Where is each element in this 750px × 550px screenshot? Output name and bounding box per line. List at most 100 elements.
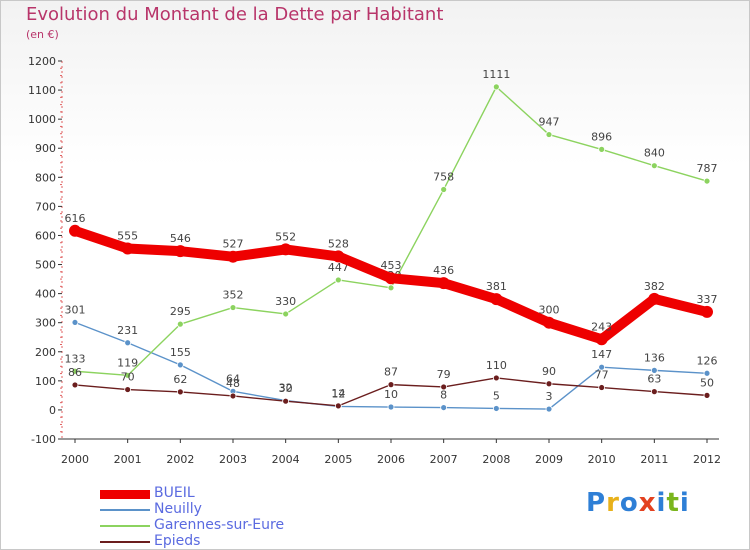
data-point-bueil bbox=[701, 305, 713, 318]
proxiti-logo: Proxiti bbox=[586, 488, 690, 518]
data-point-epieds bbox=[440, 383, 448, 391]
chart-subtitle: (en €) bbox=[26, 28, 59, 41]
data-point-garennes-sur-eure bbox=[71, 367, 79, 375]
data-point-garennes-sur-eure bbox=[440, 186, 448, 193]
data-label-epieds: 62 bbox=[173, 373, 187, 386]
data-label-bueil: 552 bbox=[275, 230, 296, 243]
data-point-neuilly bbox=[71, 319, 79, 326]
data-label-epieds: 30 bbox=[279, 382, 293, 395]
x-tick-label: 2009 bbox=[535, 453, 563, 466]
data-label-neuilly: 301 bbox=[65, 303, 86, 316]
data-point-garennes-sur-eure bbox=[492, 83, 500, 91]
data-label-garennes-sur-eure: 119 bbox=[117, 356, 138, 369]
data-label-bueil: 300 bbox=[539, 304, 560, 317]
data-label-neuilly: 155 bbox=[170, 346, 191, 359]
data-label-epieds: 77 bbox=[595, 369, 609, 382]
x-tick-label: 2001 bbox=[114, 453, 142, 466]
data-label-garennes-sur-eure: 447 bbox=[328, 261, 349, 274]
x-tick-label: 2002 bbox=[166, 453, 194, 466]
data-label-bueil: 453 bbox=[381, 259, 402, 272]
chart-title: Evolution du Montant de la Dette par Hab… bbox=[26, 4, 444, 25]
data-point-bueil bbox=[648, 292, 661, 305]
data-point-bueil bbox=[437, 277, 450, 290]
data-point-neuilly bbox=[703, 369, 711, 377]
data-point-epieds bbox=[71, 381, 79, 389]
data-label-garennes-sur-eure: 787 bbox=[697, 162, 718, 175]
data-label-epieds: 79 bbox=[437, 368, 451, 381]
data-label-epieds: 63 bbox=[647, 373, 661, 386]
data-point-neuilly bbox=[492, 405, 500, 412]
y-tick-label: 400 bbox=[35, 288, 56, 301]
data-label-epieds: 14 bbox=[331, 387, 345, 400]
data-label-bueil: 337 bbox=[697, 293, 718, 306]
y-tick-label: 900 bbox=[35, 142, 56, 155]
legend-label: Garennes-sur-Eure bbox=[154, 517, 285, 533]
data-point-bueil bbox=[490, 293, 503, 306]
x-tick-label: 2003 bbox=[219, 453, 247, 466]
data-point-epieds bbox=[334, 402, 342, 410]
y-tick-label: 800 bbox=[35, 171, 56, 184]
y-tick-label: 1100 bbox=[28, 84, 56, 97]
data-point-garennes-sur-eure bbox=[124, 371, 132, 379]
data-label-bueil: 527 bbox=[223, 238, 244, 251]
data-point-epieds bbox=[545, 380, 553, 388]
x-tick-label: 2007 bbox=[430, 453, 458, 466]
x-tick-label: 2010 bbox=[588, 453, 616, 466]
data-label-bueil: 381 bbox=[486, 280, 507, 293]
data-point-neuilly bbox=[650, 366, 658, 374]
data-label-garennes-sur-eure: 133 bbox=[65, 352, 86, 365]
data-point-garennes-sur-eure bbox=[598, 145, 606, 153]
data-label-bueil: 546 bbox=[170, 232, 191, 245]
data-point-epieds bbox=[282, 397, 290, 405]
data-point-neuilly bbox=[440, 404, 448, 411]
data-point-neuilly bbox=[387, 403, 395, 411]
data-point-epieds bbox=[492, 374, 500, 382]
data-point-bueil bbox=[174, 245, 187, 258]
x-tick-label: 2006 bbox=[377, 453, 405, 466]
data-point-epieds bbox=[703, 391, 711, 399]
data-point-bueil bbox=[543, 316, 555, 329]
data-label-neuilly: 64 bbox=[226, 372, 240, 385]
data-point-bueil bbox=[332, 250, 345, 263]
data-label-neuilly: 5 bbox=[493, 389, 500, 402]
data-label-bueil: 243 bbox=[591, 320, 612, 333]
x-tick-label: 2004 bbox=[272, 453, 300, 466]
data-point-garennes-sur-eure bbox=[650, 162, 658, 170]
data-point-epieds bbox=[229, 392, 237, 400]
data-point-epieds bbox=[387, 381, 395, 389]
y-tick-label: 1000 bbox=[28, 113, 56, 126]
y-tick-label: 200 bbox=[35, 346, 56, 359]
y-tick-label: 700 bbox=[35, 200, 56, 213]
data-label-epieds: 90 bbox=[542, 365, 556, 378]
data-point-bueil bbox=[385, 272, 397, 285]
legend-swatch bbox=[100, 509, 150, 511]
y-tick-label: -100 bbox=[31, 433, 56, 446]
legend-item: Neuilly bbox=[100, 501, 360, 518]
data-label-garennes-sur-eure: 840 bbox=[644, 147, 665, 160]
data-label-garennes-sur-eure: 896 bbox=[591, 130, 612, 143]
data-label-neuilly: 231 bbox=[117, 324, 138, 337]
data-point-garennes-sur-eure bbox=[229, 304, 237, 311]
data-point-epieds bbox=[176, 388, 184, 396]
data-label-epieds: 70 bbox=[121, 371, 135, 384]
data-point-neuilly bbox=[176, 361, 184, 369]
x-tick-label: 2005 bbox=[324, 453, 352, 466]
data-point-bueil bbox=[595, 333, 608, 346]
y-tick-label: 500 bbox=[35, 259, 56, 272]
data-point-epieds bbox=[598, 384, 606, 391]
legend-swatch bbox=[100, 489, 150, 499]
data-label-neuilly: 12 bbox=[331, 387, 345, 400]
data-point-bueil bbox=[227, 250, 239, 263]
data-point-bueil bbox=[69, 224, 81, 237]
data-label-garennes-sur-eure: 295 bbox=[170, 305, 191, 318]
x-tick-label: 2008 bbox=[482, 453, 510, 466]
data-point-epieds bbox=[650, 388, 658, 396]
data-point-neuilly bbox=[124, 339, 132, 347]
data-label-bueil: 382 bbox=[644, 280, 665, 293]
data-point-bueil bbox=[121, 242, 134, 255]
data-label-neuilly: 10 bbox=[384, 388, 398, 401]
y-tick-label: 100 bbox=[35, 375, 56, 388]
data-point-garennes-sur-eure bbox=[176, 320, 184, 328]
data-point-epieds bbox=[124, 386, 132, 393]
